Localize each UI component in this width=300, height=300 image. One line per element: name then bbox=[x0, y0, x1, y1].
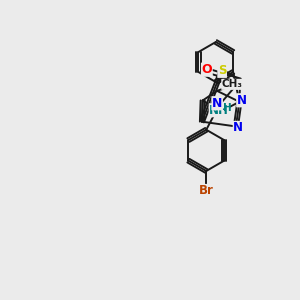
Text: N: N bbox=[233, 122, 243, 134]
Text: N: N bbox=[237, 94, 247, 107]
Text: N: N bbox=[212, 97, 222, 110]
Text: O: O bbox=[202, 63, 212, 76]
Text: S: S bbox=[218, 64, 226, 77]
Text: CH₃: CH₃ bbox=[222, 80, 243, 89]
Text: Br: Br bbox=[199, 184, 214, 197]
Text: NH: NH bbox=[209, 104, 229, 117]
Text: H: H bbox=[224, 103, 232, 113]
